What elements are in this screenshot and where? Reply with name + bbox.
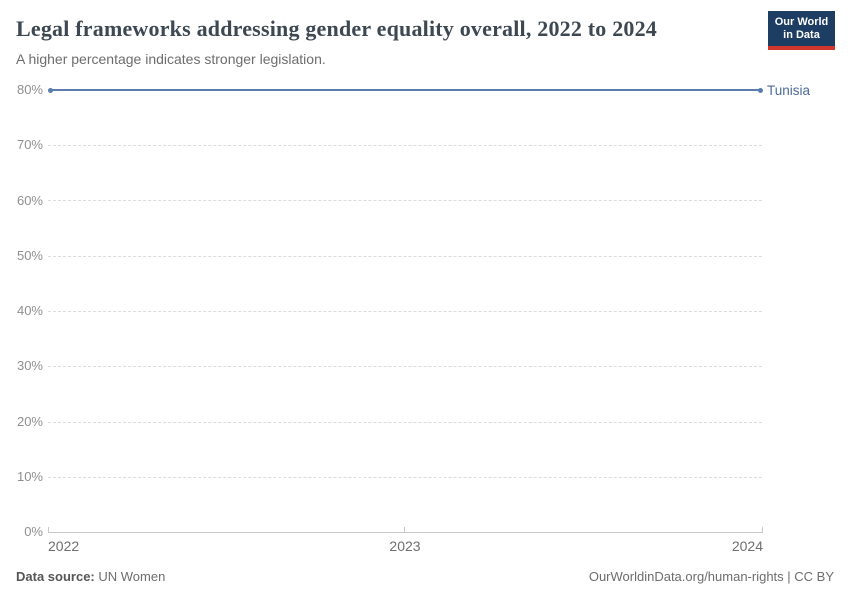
y-tick-label-10: 10% [16, 469, 43, 484]
y-tick-label-50: 50% [16, 248, 43, 263]
series-start-dot [48, 87, 53, 93]
y-tick-label-20: 20% [16, 414, 43, 429]
y-tick-label-40: 40% [16, 303, 43, 318]
chart-title: Legal frameworks addressing gender equal… [16, 16, 657, 41]
owid-logo: Our World in Data [768, 11, 835, 50]
license-note: OurWorldinData.org/human-rights | CC BY [588, 569, 834, 584]
y-tick-label-30: 30% [16, 358, 43, 373]
y-tick-label-70: 70% [16, 137, 43, 152]
y-tick-label-60: 60% [16, 193, 43, 208]
gridline-20 [48, 422, 762, 423]
series-line-tunisia [50, 89, 761, 91]
x-tick-2022 [48, 527, 49, 532]
owid-logo-line1: Our World [774, 16, 829, 28]
gridline-50 [48, 256, 762, 257]
gridline-10 [48, 477, 762, 478]
gridline-40 [48, 311, 762, 312]
gridline-60 [48, 200, 762, 201]
x-tick-label-2023: 2023 [389, 538, 421, 554]
x-tick-label-2024: 2024 [731, 538, 763, 554]
chart-footer: Data source: UN Women OurWorldinData.org… [16, 569, 834, 584]
data-source-value: UN Women [98, 569, 166, 584]
x-tick-2023 [404, 527, 405, 532]
chart-subtitle: A higher percentage indicates stronger l… [16, 51, 326, 67]
x-tick-2024 [762, 527, 763, 532]
gridline-30 [48, 366, 762, 367]
x-tick-label-2022: 2022 [48, 538, 80, 554]
y-tick-label-80: 80% [16, 82, 43, 97]
gridline-70 [48, 145, 762, 146]
data-source-label: Data source: [16, 569, 95, 584]
x-axis-line [48, 532, 763, 533]
series-entity-label: Tunisia [767, 83, 811, 98]
owid-logo-line2: in Data [783, 28, 820, 41]
series-end-dot [758, 87, 763, 93]
data-source-note: Data source: UN Women [16, 569, 165, 584]
y-tick-label-0: 0% [24, 524, 43, 539]
